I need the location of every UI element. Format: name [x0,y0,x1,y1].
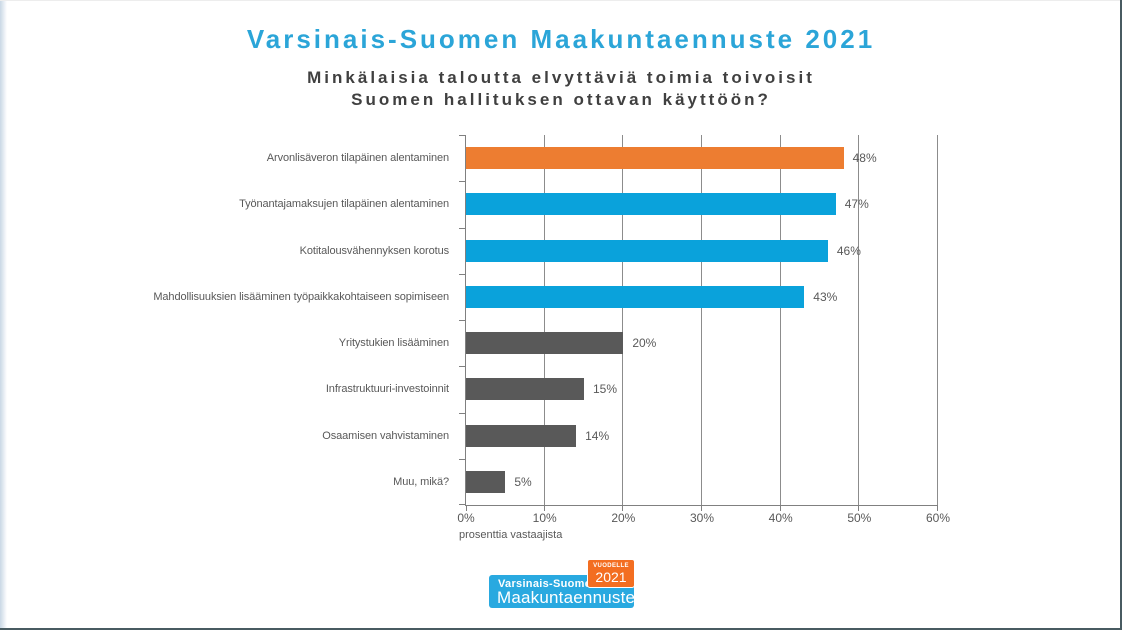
bar-8 [466,470,506,493]
bar-value-label: 48% [852,151,877,166]
bar-2 [466,193,836,216]
y-axis-tick [459,366,466,367]
y-axis-tick [459,504,466,505]
slide-bottom-edge [0,628,1122,630]
badge-year-text: 2021 [595,569,627,585]
x-axis-tick [466,505,467,511]
x-axis-tick [622,505,624,511]
bar-value-label: 47% [844,197,869,212]
category-label: Infrastruktuuri-investoinnit [325,383,449,396]
x-tick-label: 0% [457,511,475,525]
logo-product-text: Maakuntaennuste [497,588,636,607]
x-tick-label: 40% [768,511,793,525]
x-axis-tick [937,505,938,511]
x-axis-tick-labels: 0% 10% 20% 30% 40% 50% 60% [457,511,950,527]
bar-value-label: 20% [632,336,657,351]
x-tick-label: 60% [925,511,951,525]
gridline-40 [779,135,781,505]
x-tick-label: 20% [611,511,636,525]
gridline-10 [543,135,545,505]
subtitle-line-1: Minkälaisia taloutta elvyttäviä toimia t… [307,68,815,87]
bar-value-label: 43% [813,289,838,304]
category-labels: Arvonlisäveron tilapäinen alentaminen Työ… [0,135,457,505]
x-tick-label: 50% [847,511,872,525]
bar-7 [466,424,577,447]
y-axis-tick [459,135,466,136]
bar-value-label: 15% [593,382,618,397]
category-label: Osaamisen vahvistaminen [322,429,449,442]
gridline-20 [622,135,624,505]
chart-subtitle: Minkälaisia taloutta elvyttäviä toimia t… [0,67,1122,111]
x-tick-label: 30% [689,511,715,525]
x-tick-label: 10% [532,511,557,525]
bar-1 [466,147,844,170]
category-label: Mahdollisuuksien lisääminen työpaikkakoh… [153,290,449,303]
category-label: Kotitalousvähennyksen korotus [299,244,449,257]
logo-year-badge: VUODELLE 2021 [587,559,635,588]
y-axis-tick [459,228,466,229]
x-axis-tick [858,505,860,511]
gridline-50 [858,135,860,505]
bar-value-label: 46% [836,243,861,258]
bar-6 [466,378,584,401]
bar-3 [466,239,828,262]
slide-top-edge [0,0,1122,1]
category-label: Yritystukien lisääminen [338,337,449,350]
y-axis-tick [459,459,466,460]
slide-right-edge [1120,0,1122,630]
logo-region-text: Varsinais-Suomen [498,578,599,590]
slide-left-edge [0,0,7,630]
badge-label-text: VUODELLE [593,563,629,569]
gridline-60 [937,135,938,505]
bar-5 [466,332,624,355]
bar-4 [466,285,805,308]
category-label: Työnantajamaksujen tilapäinen alentamine… [239,198,449,211]
category-label: Arvonlisäveron tilapäinen alentaminen [266,152,449,165]
bar-value-label: 5% [514,474,532,489]
bar-value-label: 14% [585,428,610,443]
gridline-30 [701,135,702,505]
category-label: Muu, mikä? [393,475,449,488]
y-axis-tick [459,320,466,321]
y-axis-tick [459,413,466,414]
x-axis-tick [779,505,781,511]
x-axis-label: prosenttia vastaajista [459,529,563,541]
plot-area: 48% 47% 46% 43% 20% 15% 14% 5% [459,135,938,511]
x-axis-tick [701,505,702,511]
x-axis-tick [543,505,545,511]
chart-title: Varsinais-Suomen Maakuntaennuste 2021 [246,24,876,54]
y-axis-tick [459,181,466,182]
subtitle-line-2: Suomen hallituksen ottavan käyttöön? [351,90,771,109]
y-axis-tick [459,274,466,275]
